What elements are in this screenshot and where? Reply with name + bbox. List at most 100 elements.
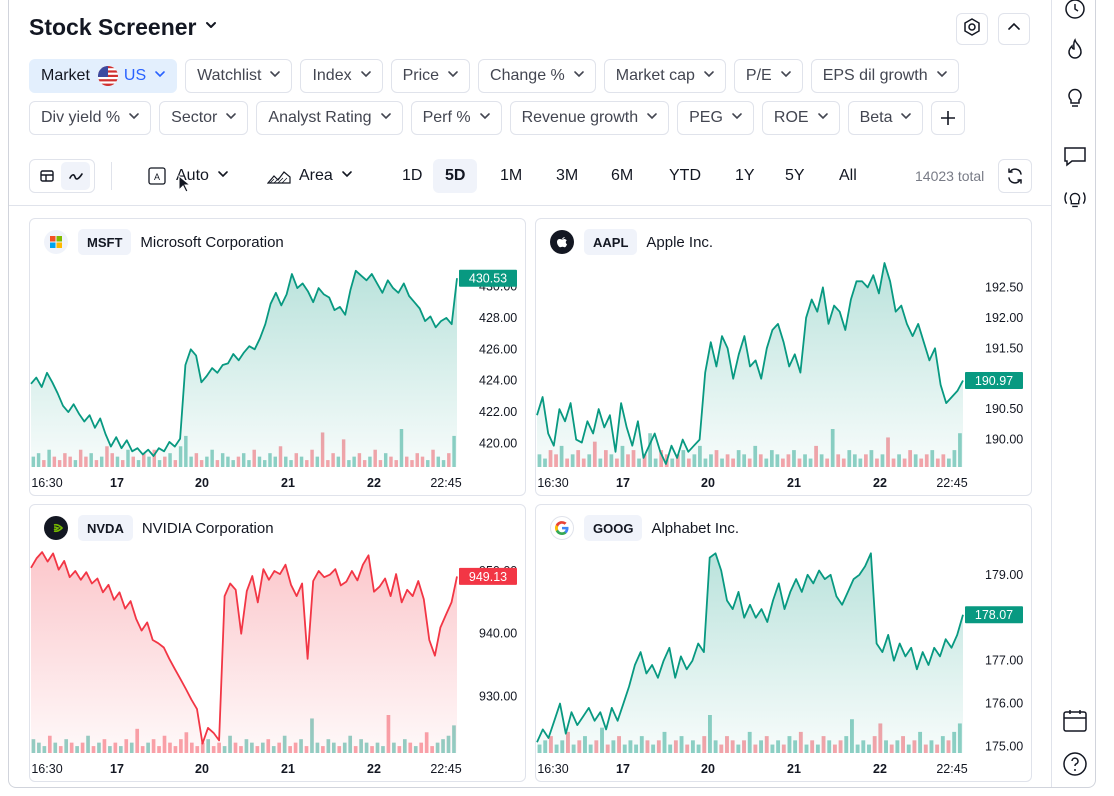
filter-label: Price — [402, 67, 440, 84]
range-3m[interactable]: 3M — [556, 167, 579, 184]
price-chart[interactable]: 430.00428.00426.00424.00422.00420.00430.… — [30, 219, 526, 496]
price-area — [31, 270, 457, 467]
filter-label: Perf % — [422, 109, 471, 126]
range-5y[interactable]: 5Y — [785, 167, 805, 184]
y-tick-label: 428.00 — [479, 311, 517, 325]
range-all[interactable]: All — [839, 167, 857, 184]
price-chart[interactable]: 179.00 177.00 176.00 175.00 178.07 16:30 17 20 2… — [536, 505, 1032, 782]
ticker-badge[interactable]: AAPL — [584, 229, 638, 255]
x-tick-label: 22:45 — [936, 476, 967, 490]
filter-change[interactable]: Change % — [478, 59, 596, 93]
refresh-button[interactable] — [998, 159, 1032, 193]
last-price-label: 178.07 — [975, 608, 1013, 622]
filter-analyst-rating[interactable]: Analyst Rating — [256, 101, 403, 135]
filter-roe[interactable]: ROE — [761, 101, 840, 135]
card-header[interactable]: NVDA NVIDIA Corporation — [44, 515, 274, 541]
x-tick-label: 16:30 — [31, 476, 62, 490]
chart-card-msft[interactable]: 430.00428.00426.00424.00422.00420.00430.… — [29, 218, 526, 496]
x-tick-label: 22:45 — [430, 762, 461, 776]
x-tick-label: 22 — [367, 476, 381, 490]
line-chart-icon — [68, 173, 83, 180]
ticker-badge[interactable]: GOOG — [584, 515, 643, 541]
title-row[interactable]: Stock Screener — [29, 14, 218, 41]
chart-card-nvda[interactable]: 950.00940.00930.00949.1316:301720212222:… — [29, 504, 526, 782]
price-chart[interactable]: 192.50 192.00 191.50 190.50 190.00 190.97 16:3… — [536, 219, 1032, 496]
last-price-tag — [965, 606, 1023, 624]
ticker-badge[interactable]: NVDA — [78, 515, 133, 541]
chart-toolbar: A Auto Area 1D 5D 1M 3M 6M YTD 1Y 5Y All 14023 t… — [29, 158, 1039, 194]
chevron-down-icon — [217, 167, 229, 185]
filter-sector[interactable]: Sector — [159, 101, 249, 135]
broadcast-bulb-icon[interactable] — [1062, 186, 1088, 212]
price-line — [536, 552, 964, 743]
filter-div-yield[interactable]: Div yield % — [29, 101, 152, 135]
x-tick-label: 21 — [281, 762, 295, 776]
table-view-button[interactable] — [32, 162, 61, 190]
company-name: Microsoft Corporation — [140, 233, 284, 251]
plus-icon — [941, 111, 956, 125]
us-flag-icon — [97, 66, 118, 86]
chevron-down-icon — [573, 67, 585, 85]
filter-p-e[interactable]: P/E — [733, 59, 803, 93]
range-5d[interactable]: 5D — [433, 159, 478, 193]
price-chart[interactable]: 950.00940.00930.00949.1316:301720212222:… — [30, 505, 526, 782]
x-tick-label: 16:30 — [537, 762, 568, 776]
ticker-badge[interactable]: MSFT — [78, 229, 132, 255]
filter-beta[interactable]: Beta — [847, 101, 924, 135]
filter-perf[interactable]: Perf % — [410, 101, 502, 135]
toolbar-divider-line — [9, 205, 1051, 206]
filter-index[interactable]: Index — [300, 59, 383, 93]
filter-label: ROE — [773, 109, 809, 126]
help-icon[interactable] — [1062, 751, 1088, 777]
filter-peg[interactable]: PEG — [677, 101, 754, 135]
filter-label: Beta — [859, 109, 893, 126]
chevron-down-icon[interactable] — [204, 18, 218, 37]
chart-view-button[interactable] — [61, 162, 90, 190]
range-1y[interactable]: 1Y — [735, 167, 755, 184]
chart-card-goog[interactable]: 179.00 177.00 176.00 175.00 178.07 16:30 17 20 2… — [535, 504, 1032, 782]
filter-price[interactable]: Price — [390, 59, 471, 93]
company-name: Apple Inc. — [646, 233, 714, 251]
x-tick-label: 16:30 — [31, 762, 62, 776]
flame-icon[interactable] — [1062, 37, 1088, 63]
x-tick-label: 21 — [787, 762, 801, 776]
x-tick-label: 22:45 — [936, 762, 967, 776]
range-ytd[interactable]: YTD — [669, 167, 701, 184]
filter-revenue-growth[interactable]: Revenue growth — [509, 101, 670, 135]
nvidia-logo-icon — [44, 516, 68, 540]
x-tick-label: 20 — [195, 762, 209, 776]
filter-watchlist[interactable]: Watchlist — [185, 59, 293, 93]
card-header[interactable]: GOOG Alphabet Inc. — [550, 515, 739, 541]
add-filter-button[interactable] — [931, 101, 966, 135]
view-toggle — [29, 159, 95, 193]
last-price-label: 190.97 — [975, 374, 1013, 388]
filter-market[interactable]: Market US — [29, 59, 178, 93]
chart-type-dropdown[interactable]: Area — [267, 158, 353, 194]
total-count: 14023 total — [915, 168, 985, 184]
filter-label: Div yield % — [41, 109, 121, 126]
card-header[interactable]: AAPL Apple Inc. — [550, 229, 713, 255]
settings-button[interactable] — [956, 13, 988, 45]
y-tick-label: 940.00 — [479, 627, 517, 641]
y-tick-label: 422.00 — [479, 405, 517, 419]
chart-card-aapl[interactable]: 192.50 192.00 191.50 190.50 190.00 190.97 16:3… — [535, 218, 1032, 496]
filter-label: P/E — [745, 67, 772, 84]
range-6m[interactable]: 6M — [611, 167, 634, 184]
price-line — [30, 551, 458, 745]
idea-bulb-icon[interactable] — [1062, 84, 1088, 110]
calendar-icon[interactable] — [1062, 708, 1088, 734]
clock-icon[interactable] — [1062, 0, 1088, 22]
range-1m[interactable]: 1M — [500, 167, 523, 184]
chevron-down-icon — [360, 67, 372, 85]
x-tick-label: 20 — [195, 476, 209, 490]
x-tick-label: 21 — [787, 476, 801, 490]
filter-market-cap[interactable]: Market cap — [603, 59, 726, 93]
range-1d[interactable]: 1D — [402, 167, 423, 184]
chat-icon[interactable] — [1062, 143, 1088, 169]
refresh-icon — [1008, 168, 1022, 184]
company-name: Alphabet Inc. — [651, 519, 740, 537]
card-header[interactable]: MSFT Microsoft Corporation — [44, 229, 284, 255]
collapse-button[interactable] — [998, 13, 1030, 45]
filter-eps-dil-growth[interactable]: EPS dil growth — [810, 59, 959, 93]
